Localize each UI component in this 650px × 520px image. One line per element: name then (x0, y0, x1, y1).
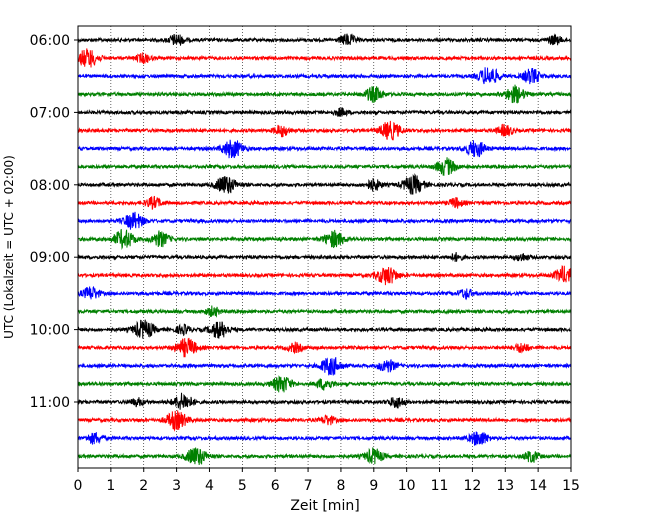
x-tick-label: 6 (271, 478, 280, 494)
x-tick-label: 12 (463, 478, 481, 494)
x-tick-label: 3 (172, 478, 181, 494)
x-tick-label: 11 (431, 478, 449, 494)
x-tick-label: 1 (106, 478, 115, 494)
plot-frame (77, 25, 572, 469)
trace-line (77, 392, 572, 410)
trace-line (77, 410, 572, 432)
x-tick-label: 15 (562, 478, 580, 494)
y-tick-label: 11:00 (30, 395, 70, 411)
trace-line (77, 337, 572, 358)
x-tick-label: 2 (139, 478, 148, 494)
trace-line (77, 252, 572, 262)
trace-line (77, 33, 572, 46)
trace-line (77, 211, 572, 230)
trace-line (77, 285, 572, 301)
y-tick-label: 09:00 (30, 250, 70, 266)
y-tick-label: 08:00 (30, 178, 70, 194)
trace-line (77, 195, 572, 210)
trace-line (77, 447, 572, 465)
trace-line (77, 173, 572, 195)
trace-line (77, 305, 572, 318)
trace-line (77, 120, 572, 141)
y-axis-label: UTC (Lokalzeit = UTC + 02:00) (2, 155, 16, 339)
x-tick-label: 14 (529, 478, 547, 494)
trace-line (77, 84, 572, 104)
trace-line (77, 107, 572, 117)
x-axis-ticks: 0 1 2 3 4 5 6 7 8 9 10 11 12 13 14 15 (74, 468, 580, 494)
y-axis-ticks: 06:00 07:00 08:00 09:00 10:00 11:00 (30, 33, 78, 411)
x-tick-label: 4 (205, 478, 214, 494)
trace-line (77, 67, 572, 85)
trace-line (77, 48, 572, 68)
x-tick-label: 10 (398, 478, 416, 494)
trace-line (77, 319, 572, 339)
trace-line (77, 357, 572, 376)
traces (77, 33, 572, 465)
x-tick-label: 0 (74, 478, 83, 494)
x-tick-label: 13 (496, 478, 514, 494)
trace-line (77, 157, 572, 177)
x-axis-label: Zeit [min] (290, 498, 359, 514)
trace-line (77, 139, 572, 159)
trace-line (77, 264, 572, 286)
x-tick-label: 7 (304, 478, 313, 494)
trace-line (77, 375, 572, 393)
y-tick-label: 07:00 (30, 105, 70, 121)
y-tick-label: 06:00 (30, 33, 70, 49)
x-tick-label: 8 (336, 478, 345, 494)
plot-area (78, 26, 571, 468)
x-tick-label: 5 (238, 478, 247, 494)
trace-line (77, 228, 572, 250)
trace-line (77, 431, 572, 447)
y-tick-label: 10:00 (30, 323, 70, 339)
x-tick-label: 9 (369, 478, 378, 494)
